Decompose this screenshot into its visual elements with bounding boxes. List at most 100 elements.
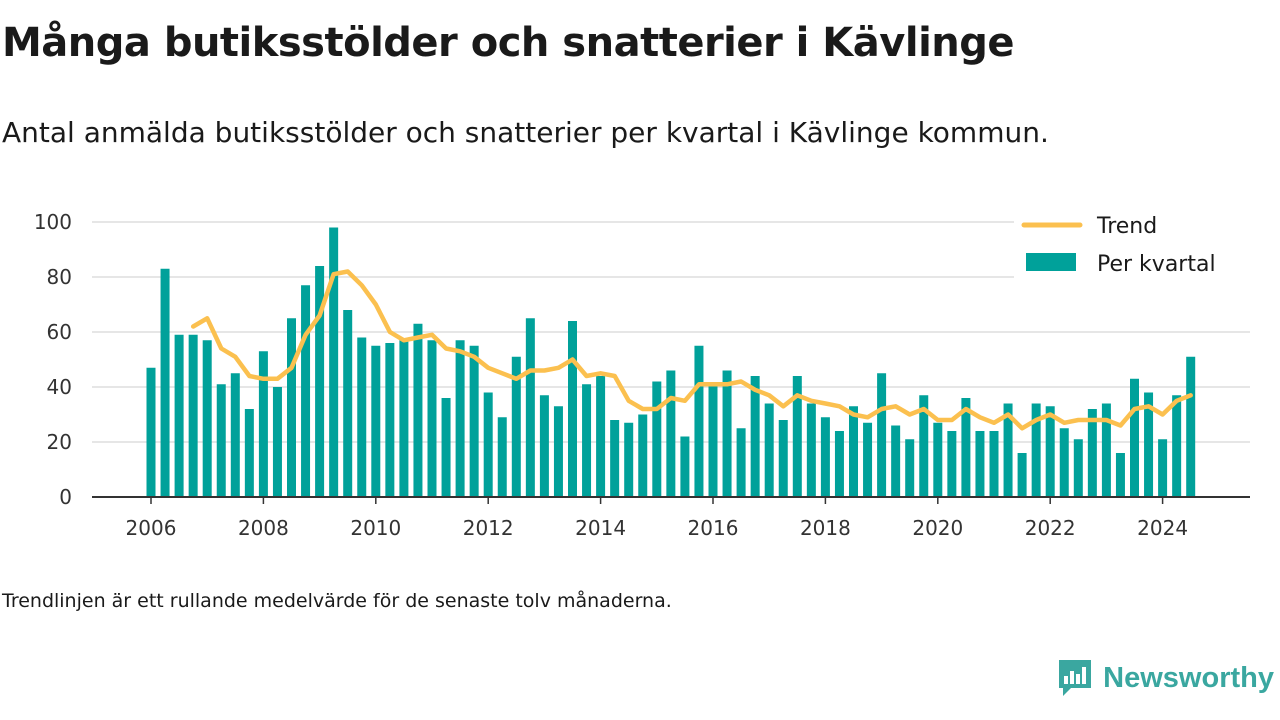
bar [469,345,479,497]
bar [905,439,915,497]
bar [497,417,507,497]
bar [778,420,788,497]
bar [834,431,844,497]
bar [216,384,226,497]
bar [188,334,198,497]
bar [652,381,662,497]
bar [553,406,563,497]
bar [160,268,170,497]
bar [666,370,676,497]
bar [1130,378,1139,497]
bar [244,409,254,497]
y-axis-ticks: 0 20 40 60 80 100 [34,210,72,509]
x-tick-label: 2008 [238,516,289,540]
bar [610,420,620,497]
brand: Newsworthy [1057,658,1274,698]
x-tick-label: 2022 [1025,516,1076,540]
bar [1031,403,1041,497]
bar [1101,403,1111,497]
chart-subtitle: Antal anmälda butiksstölder och snatteri… [2,116,1049,149]
bar [806,403,816,497]
bar [1073,439,1083,497]
legend-bar-label: Per kvartal [1097,252,1216,277]
bar [1003,403,1013,497]
y-tick-label: 80 [47,265,72,289]
bar [230,373,240,497]
bar [1115,453,1125,497]
bar [287,318,296,497]
bar [582,384,592,497]
bar [933,422,943,497]
bar [975,431,985,497]
brand-name: Newsworthy [1103,661,1274,694]
bar [568,321,577,497]
bar [1045,406,1055,497]
bar [483,392,493,497]
bar [1172,395,1182,497]
bar [750,376,760,497]
bar [511,356,521,497]
bar [1017,453,1027,497]
x-tick-label: 2018 [800,516,851,540]
x-tick-label: 2006 [126,516,177,540]
bar [694,345,704,497]
bar [680,436,690,497]
y-tick-label: 100 [34,210,72,234]
bar [736,428,746,497]
chart: 0 20 40 60 80 100 2006 2008 2010 2012 2014 2016 201… [34,210,1250,540]
bar [1144,392,1154,497]
bar [371,345,381,497]
bar [961,398,971,497]
bar [863,422,873,497]
x-tick-label: 2024 [1137,516,1188,540]
newsworthy-logo-icon [1059,660,1092,696]
bar [329,227,339,497]
bar [877,373,887,497]
y-tick-label: 60 [47,320,72,344]
bar [764,403,774,497]
bar [343,310,353,497]
bar [624,422,634,497]
bar [947,431,957,497]
bar [399,340,409,497]
bar [385,343,395,497]
bar [146,367,156,497]
bar [919,395,929,497]
bar [455,340,465,497]
x-tick-label: 2010 [350,516,401,540]
footnote: Trendlinjen är ett rullande medelvärde f… [2,590,672,612]
bar [1087,409,1097,497]
bar [441,398,451,497]
bar [891,425,901,497]
bar [525,318,535,497]
bar [820,417,830,497]
bar [539,395,549,497]
bar [638,414,648,497]
bar [1059,428,1069,497]
bar [315,266,325,497]
bar [427,340,437,497]
bar [708,384,718,497]
x-axis-ticks: 2006 2008 2010 2012 2014 2016 2018 2020 2022 2024 [126,497,1188,540]
x-tick-label: 2012 [463,516,514,540]
legend-trend-label: Trend [1096,214,1157,239]
y-tick-label: 40 [47,375,72,399]
y-tick-label: 20 [47,430,72,454]
x-tick-label: 2014 [575,516,626,540]
legend: Trend Per kvartal [1014,210,1250,300]
y-tick-label: 0 [59,485,72,509]
bar [272,387,282,497]
bar [849,406,858,497]
chart-title: Många butiksstölder och snatterier i Käv… [2,20,1015,66]
bar [989,431,999,497]
bar [258,351,268,497]
bar-series [146,227,1196,497]
bar [357,337,367,497]
trend-line [190,269,1193,431]
bar [596,376,606,497]
bar [1186,356,1196,497]
bar [722,370,732,497]
bar [202,340,212,497]
bar [301,285,311,497]
bar [792,376,802,497]
